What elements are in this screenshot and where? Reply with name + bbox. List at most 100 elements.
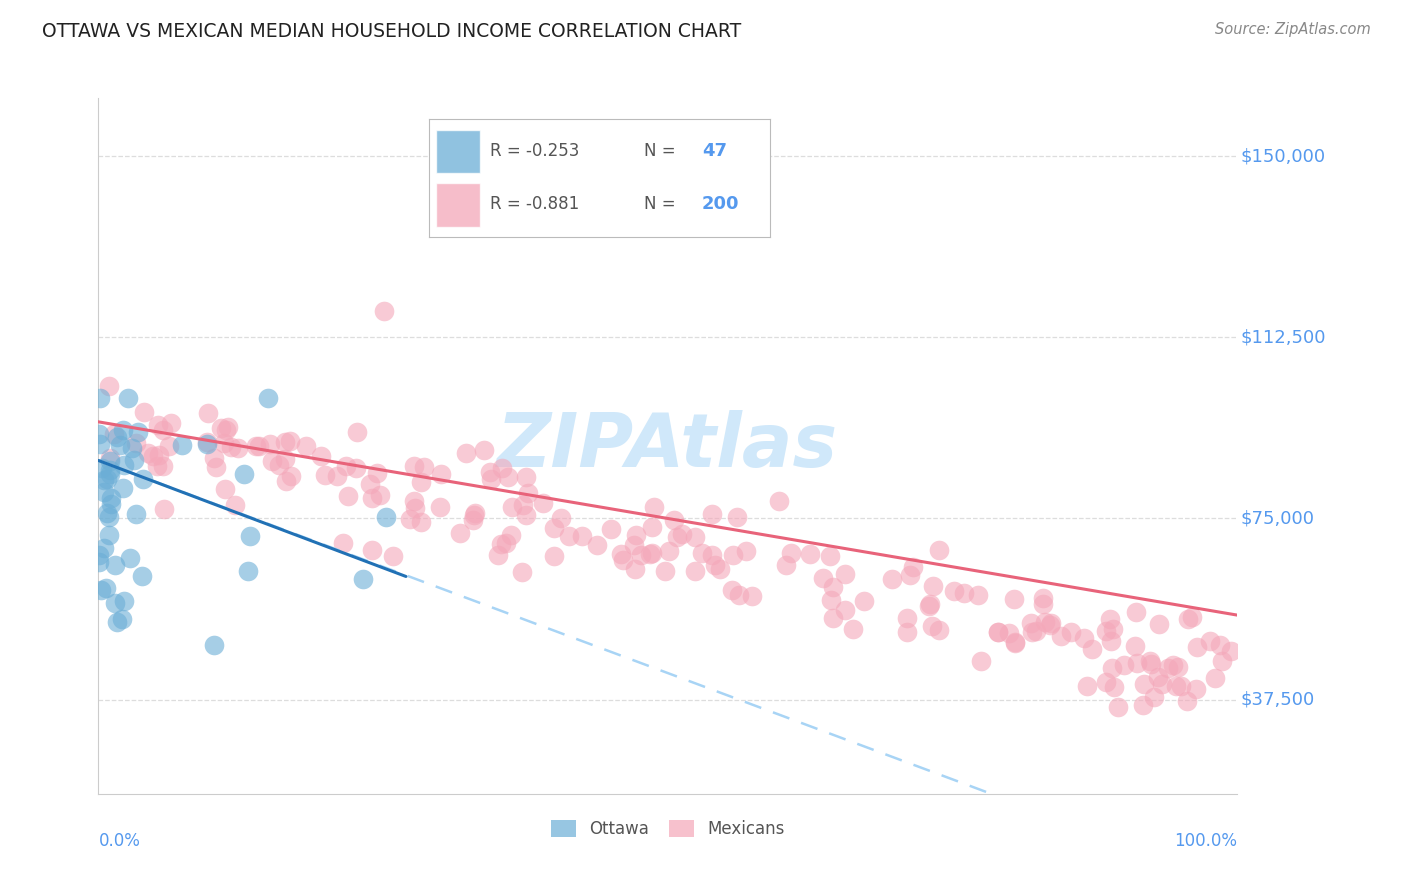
Point (352, 572, 374, 586)
Point (1025, 624, 1047, 639)
Point (1133, 677, 1156, 691)
Point (125, 436, 148, 450)
Point (111, 612, 134, 626)
Point (510, 565, 533, 579)
Point (104, 558, 127, 572)
Point (780, 546, 803, 560)
Point (202, 638, 225, 652)
Point (96, 506, 118, 520)
Point (1185, 682, 1208, 697)
Point (666, 529, 689, 543)
Point (269, 458, 291, 472)
Point (105, 430, 128, 444)
Point (1181, 609, 1204, 624)
Point (402, 494, 425, 508)
Point (690, 546, 713, 560)
Point (921, 579, 943, 593)
Point (215, 423, 238, 437)
Point (337, 489, 360, 503)
Point (429, 467, 451, 481)
Point (152, 459, 174, 474)
Point (571, 529, 593, 543)
Point (512, 498, 534, 512)
Point (90, 583, 112, 598)
Point (1039, 618, 1062, 632)
Point (273, 434, 295, 449)
Point (683, 530, 706, 544)
Point (643, 500, 665, 514)
Point (486, 549, 509, 563)
Point (543, 521, 565, 535)
Point (920, 597, 942, 611)
Point (1139, 654, 1161, 668)
Point (1099, 633, 1122, 648)
Point (98, 463, 121, 477)
Point (295, 439, 318, 453)
Point (1033, 615, 1056, 629)
Point (98, 454, 121, 468)
Point (125, 507, 148, 521)
Point (205, 459, 228, 474)
Point (89, 436, 111, 450)
Point (942, 584, 965, 599)
Point (361, 491, 384, 505)
Point (515, 508, 537, 523)
Point (1147, 670, 1170, 684)
Point (111, 481, 134, 495)
Point (586, 538, 609, 552)
Point (702, 549, 724, 563)
Point (1095, 674, 1118, 689)
Point (411, 475, 433, 490)
Point (517, 486, 540, 500)
Point (373, 303, 395, 318)
Point (821, 610, 844, 624)
Point (463, 508, 485, 523)
Point (704, 558, 727, 572)
Point (121, 441, 143, 455)
Point (100, 450, 122, 465)
Point (112, 458, 135, 472)
Point (108, 438, 131, 452)
Point (658, 544, 681, 558)
Point (90, 460, 112, 475)
Point (136, 446, 159, 460)
Point (491, 460, 513, 475)
Point (654, 564, 676, 578)
Point (89, 549, 111, 563)
Point (1211, 654, 1233, 668)
Text: $75,000: $75,000 (1240, 509, 1315, 527)
Point (515, 469, 537, 483)
Text: $37,500: $37,500 (1240, 690, 1315, 708)
Point (100, 497, 122, 511)
Point (662, 513, 685, 527)
Point (104, 597, 127, 611)
Point (811, 571, 834, 585)
Point (146, 418, 169, 433)
Point (1081, 642, 1104, 657)
Point (1187, 640, 1209, 654)
Point (247, 439, 270, 453)
Point (624, 528, 647, 542)
Point (1102, 622, 1125, 636)
Point (820, 592, 842, 607)
Point (623, 538, 645, 552)
Point (1132, 698, 1154, 712)
Text: 0.0%: 0.0% (98, 832, 141, 850)
Point (898, 568, 921, 582)
Point (1040, 616, 1063, 631)
Point (735, 543, 758, 558)
Point (903, 559, 925, 574)
Point (197, 406, 219, 420)
Point (630, 548, 652, 562)
Point (1170, 679, 1192, 693)
Point (195, 435, 218, 450)
Point (1002, 591, 1025, 606)
Point (160, 416, 183, 430)
Point (921, 619, 943, 633)
Point (361, 543, 384, 558)
Point (212, 435, 235, 450)
Point (610, 547, 633, 561)
Point (381, 549, 404, 563)
Point (709, 561, 731, 575)
Point (1204, 671, 1226, 685)
